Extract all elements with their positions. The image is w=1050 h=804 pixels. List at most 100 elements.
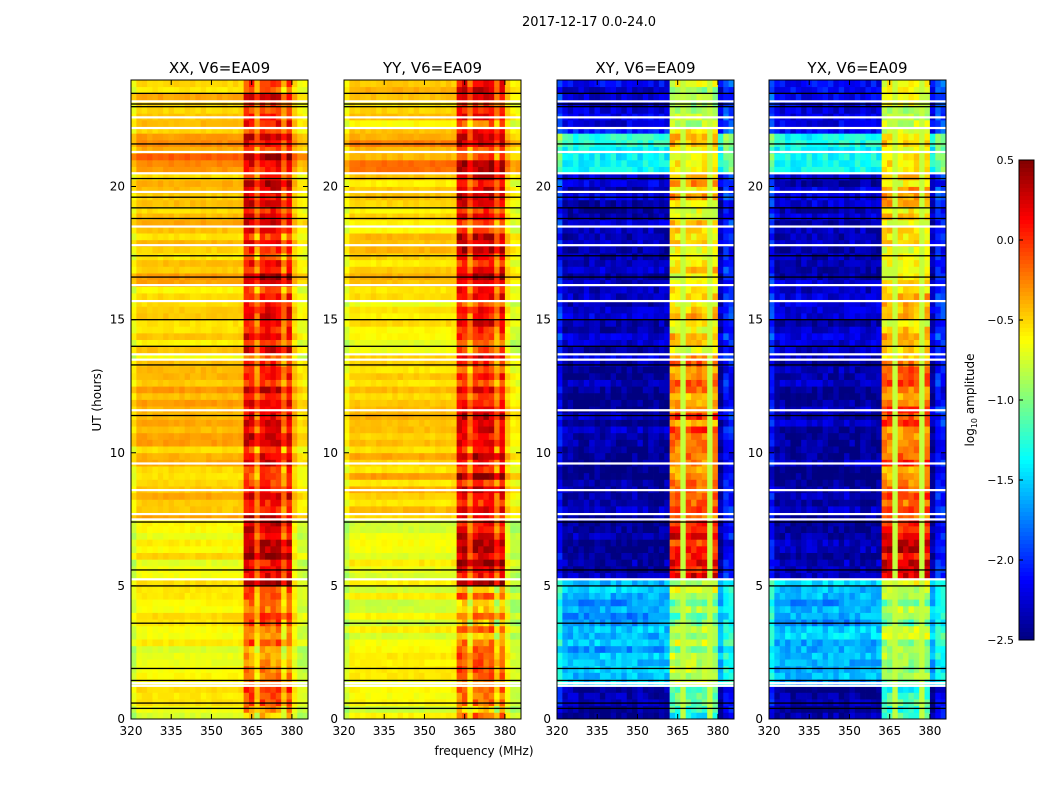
heatmap-cell: [206, 639, 212, 646]
heatmap-cell: [281, 87, 287, 94]
heatmap-cell: [478, 706, 484, 713]
heatmap-cell: [265, 233, 271, 240]
heatmap-cell: [233, 433, 239, 440]
heatmap-cell: [349, 706, 355, 713]
heatmap-cell: [217, 260, 223, 267]
heatmap-cell: [211, 586, 217, 593]
heatmap-cell: [276, 260, 282, 267]
heatmap-cell: [355, 546, 361, 553]
heatmap-cell: [142, 493, 148, 500]
heatmap-cell: [441, 626, 447, 633]
heatmap-cell: [163, 692, 169, 699]
heatmap-cell: [451, 553, 457, 560]
heatmap-cell: [287, 293, 293, 300]
heatmap-cell: [292, 400, 298, 407]
heatmap-cell: [158, 413, 164, 420]
heatmap-cell: [292, 253, 298, 260]
heatmap-cell: [136, 346, 142, 353]
heatmap-cell: [287, 380, 293, 387]
heatmap-cell: [152, 453, 158, 460]
heatmap-cell: [292, 506, 298, 513]
flagged-row-white: [131, 513, 308, 515]
heatmap-cell: [185, 692, 191, 699]
heatmap-cell: [489, 606, 495, 613]
heatmap-cell: [292, 499, 298, 506]
heatmap-cell: [360, 499, 366, 506]
heatmap-cell: [233, 666, 239, 673]
heatmap-cell: [287, 246, 293, 253]
heatmap-cell: [249, 599, 255, 606]
heatmap-cell: [190, 706, 196, 713]
heatmap-cell: [473, 479, 479, 486]
heatmap-cell: [478, 692, 484, 699]
heatmap-cell: [233, 446, 239, 453]
heatmap-cell: [344, 373, 350, 380]
heatmap-cell: [201, 419, 207, 426]
heatmap-cell: [441, 419, 447, 426]
heatmap-cell: [344, 439, 350, 446]
heatmap-cell: [435, 386, 441, 393]
heatmap-cell: [467, 712, 473, 719]
heatmap-cell: [147, 200, 153, 207]
heatmap-cell: [131, 93, 137, 100]
heatmap-cell: [201, 466, 207, 473]
flagged-row-white: [131, 578, 308, 580]
heatmap-cell: [254, 93, 260, 100]
heatmap-cell: [185, 706, 191, 713]
heatmap-cell: [387, 380, 393, 387]
heatmap-cell: [270, 599, 276, 606]
heatmap-cell: [446, 599, 452, 606]
heatmap-cell: [467, 613, 473, 620]
heatmap-cell: [254, 646, 260, 653]
heatmap-cell: [249, 626, 255, 633]
heatmap-cell: [254, 433, 260, 440]
heatmap-cell: [260, 439, 266, 446]
heatmap-cell: [510, 433, 516, 440]
heatmap-cell: [254, 320, 260, 327]
heatmap-cell: [222, 333, 228, 340]
heatmap-cell: [190, 499, 196, 506]
heatmap-cell: [489, 400, 495, 407]
heatmap-cell: [446, 646, 452, 653]
heatmap-cell: [355, 659, 361, 666]
heatmap-cell: [457, 652, 463, 659]
heatmap-cell: [365, 366, 371, 373]
heatmap-cell: [136, 646, 142, 653]
heatmap-cell: [233, 333, 239, 340]
heatmap-cell: [467, 639, 473, 646]
heatmap-cell: [195, 286, 201, 293]
heatmap-cell: [254, 120, 260, 127]
heatmap-cell: [414, 473, 420, 480]
heatmap-cell: [276, 553, 282, 560]
heatmap-cell: [451, 599, 457, 606]
heatmap-cell: [457, 393, 463, 400]
heatmap-cell: [222, 393, 228, 400]
heatmap-cell: [281, 599, 287, 606]
heatmap-cell: [344, 366, 350, 373]
heatmap-cell: [349, 559, 355, 566]
heatmap-cell: [142, 320, 148, 327]
heatmap-cell: [360, 366, 366, 373]
heatmap-cell: [206, 632, 212, 639]
heatmap-cell: [254, 373, 260, 380]
heatmap-cell: [505, 599, 511, 606]
heatmap-cell: [505, 426, 511, 433]
heatmap-cell: [206, 366, 212, 373]
heatmap-cell: [287, 672, 293, 679]
heatmap-cell: [265, 479, 271, 486]
heatmap-cell: [136, 466, 142, 473]
heatmap-cell: [451, 439, 457, 446]
heatmap-cell: [270, 380, 276, 387]
heatmap-cell: [419, 646, 425, 653]
heatmap-cell: [371, 692, 377, 699]
heatmap-cell: [270, 546, 276, 553]
heatmap-cell: [344, 446, 350, 453]
heatmap-cell: [489, 393, 495, 400]
heatmap-cell: [206, 333, 212, 340]
heatmap-cell: [185, 479, 191, 486]
heatmap-cell: [158, 373, 164, 380]
heatmap-cell: [228, 400, 234, 407]
heatmap-cell: [222, 153, 228, 160]
heatmap-cell: [142, 413, 148, 420]
heatmap-cell: [382, 639, 388, 646]
